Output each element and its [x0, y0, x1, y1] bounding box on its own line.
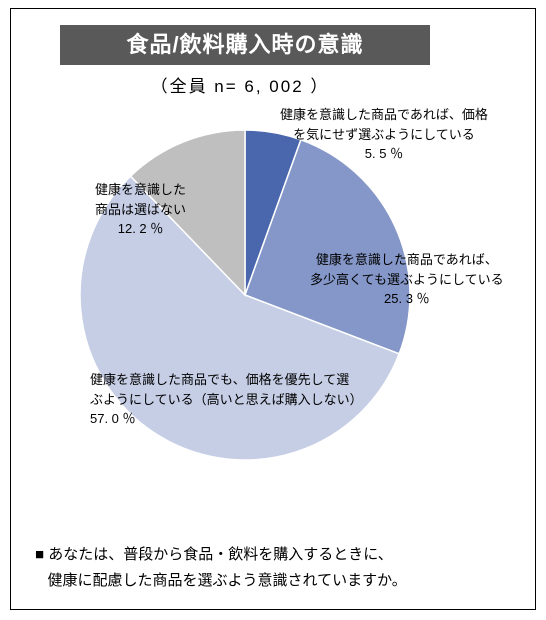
slice-label: 健康を意識した 商品は選ばない 12. 2 ％	[95, 180, 186, 239]
question-line2: 健康に配慮した商品を選ぶよう意識されていますか。	[48, 572, 407, 589]
frame-left	[10, 8, 11, 610]
question-line1: あなたは、普段から食品・飲料を購入するときに、	[48, 546, 393, 563]
chart-title: 食品/飲料購入時の意識	[60, 25, 430, 65]
slice-label: 健康を意識した商品であれば、 多少高くても選ぶようにしている 25. 3 ％	[310, 250, 504, 309]
chart-subtitle: （全員 n= 6, 002 ）	[0, 72, 480, 97]
slice-label: 健康を意識した商品でも、価格を優先して選 ぶようにしている（高いと思えば購入しな…	[90, 370, 363, 429]
frame-top	[10, 8, 536, 9]
frame-bottom	[10, 609, 536, 610]
slice-label: 健康を意識した商品であれば、価格 を気にせず選ぶようにしている 5. 5 ％	[280, 105, 488, 164]
survey-question: ■ あなたは、普段から食品・飲料を購入するときに、 健康に配慮した商品を選ぶよう…	[35, 542, 407, 593]
question-marker: ■	[35, 546, 44, 563]
frame-right	[535, 8, 536, 610]
